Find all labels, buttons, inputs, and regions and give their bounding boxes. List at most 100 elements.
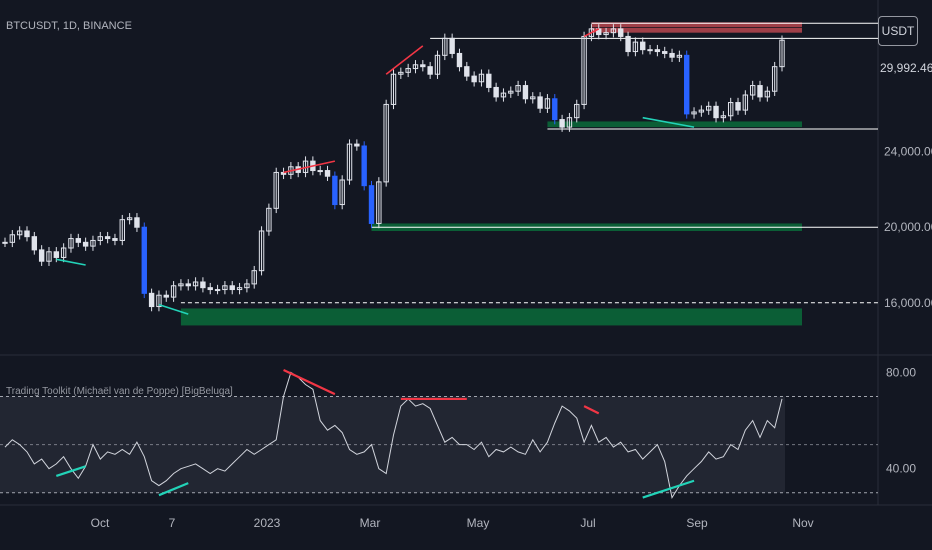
- candle-body: [376, 181, 382, 224]
- candle-body: [141, 226, 147, 294]
- candle-body: [273, 171, 279, 209]
- candle-body: [508, 90, 514, 94]
- candle-body: [16, 230, 23, 236]
- candle-body: [427, 66, 433, 75]
- candle-body: [90, 239, 96, 247]
- candle-body: [662, 51, 668, 54]
- candle-body: [31, 236, 38, 251]
- bearish-divergence-line: [583, 28, 600, 38]
- candle-body: [530, 96, 536, 100]
- candle-body: [610, 28, 617, 34]
- candle-body: [764, 90, 771, 98]
- time-tick-label: 7: [169, 516, 176, 530]
- candle-body: [185, 283, 191, 287]
- candle-body: [68, 238, 74, 249]
- candle-body: [244, 283, 250, 289]
- currency-button[interactable]: USDT: [878, 16, 918, 46]
- candle-body: [486, 73, 492, 88]
- candle-body: [537, 96, 543, 109]
- time-tick-label: 2023: [254, 516, 281, 530]
- candle-body: [75, 238, 82, 243]
- candle-body: [676, 54, 683, 58]
- candle-body: [383, 103, 389, 183]
- time-tick-label: May: [467, 516, 490, 530]
- candle-body: [779, 39, 785, 68]
- bullish-divergence-osc-line: [642, 479, 695, 499]
- candle-body: [200, 281, 206, 289]
- candle-body: [324, 170, 331, 177]
- candle-body: [720, 115, 727, 119]
- bullish-divergence-osc-line: [55, 465, 86, 477]
- candle-body: [112, 238, 118, 241]
- candle-body: [566, 117, 573, 128]
- candle-body: [192, 281, 199, 287]
- candle-body: [478, 73, 485, 83]
- candle-body: [544, 98, 551, 109]
- time-tick-label: Jul: [580, 516, 595, 530]
- last-price-label: 29,992.46: [880, 58, 932, 78]
- candle-body: [456, 52, 463, 68]
- candle-body: [178, 283, 184, 287]
- candle-body: [522, 85, 529, 100]
- candle-body: [229, 285, 235, 291]
- candle-body: [654, 49, 661, 53]
- candle-body: [684, 54, 690, 115]
- indicator-title: Trading Toolkit (Michaël van de Poppe) […: [6, 386, 233, 397]
- price-tick-label: 24,000.00: [884, 145, 932, 159]
- candle-body: [346, 143, 353, 181]
- candle-body: [126, 217, 133, 221]
- oscillator-line: [4, 371, 783, 499]
- candle-body: [156, 294, 162, 308]
- support-zone: [180, 308, 802, 326]
- candle-body: [405, 68, 411, 73]
- candle-body: [691, 111, 697, 115]
- candle-body: [420, 64, 426, 68]
- candle-body: [258, 230, 265, 272]
- candle-body: [500, 92, 507, 98]
- time-tick-label: Nov: [792, 516, 813, 530]
- candle-body: [24, 230, 30, 238]
- candle-body: [552, 98, 558, 121]
- symbol-label: BTCUSDT, 1D, BINANCE: [6, 20, 132, 32]
- candle-body: [442, 37, 448, 56]
- candle-body: [60, 247, 67, 258]
- candle-body: [412, 64, 419, 70]
- candle-body: [449, 37, 455, 54]
- bullish-divergence-line: [158, 303, 189, 315]
- candle-body: [361, 145, 367, 187]
- candle-body: [640, 41, 646, 51]
- candle-body: [317, 170, 323, 173]
- candle-body: [222, 285, 228, 291]
- bearish-divergence-line: [385, 45, 424, 75]
- candle-body: [46, 251, 52, 262]
- candle-body: [354, 143, 360, 147]
- candle-body: [119, 219, 125, 241]
- candle-body: [368, 185, 375, 224]
- candle-body: [742, 94, 749, 111]
- candle-body: [251, 270, 257, 285]
- candle-body: [632, 41, 639, 53]
- candle-body: [559, 119, 565, 128]
- candle-body: [236, 287, 243, 291]
- price-tick-label: 16,000.00: [884, 296, 932, 310]
- candle-body: [104, 236, 111, 240]
- candle-body: [82, 241, 89, 247]
- candle-body: [749, 85, 756, 96]
- candle-body: [705, 105, 712, 111]
- candle-body: [757, 85, 763, 98]
- bullish-divergence-osc-line: [158, 482, 189, 497]
- candle-body: [713, 105, 719, 119]
- time-tick-label: Mar: [360, 516, 381, 530]
- candle-body: [170, 285, 177, 298]
- candle-body: [771, 66, 778, 92]
- candle-body: [163, 294, 169, 298]
- candle-body: [2, 241, 8, 244]
- candle-body: [735, 102, 741, 111]
- candle-body: [390, 73, 397, 105]
- bullish-divergence-line: [56, 258, 86, 266]
- candle-body: [647, 49, 653, 52]
- oscillator-tick-label: 80.00: [886, 365, 916, 379]
- candle-body: [207, 287, 213, 291]
- candle-body: [588, 28, 595, 37]
